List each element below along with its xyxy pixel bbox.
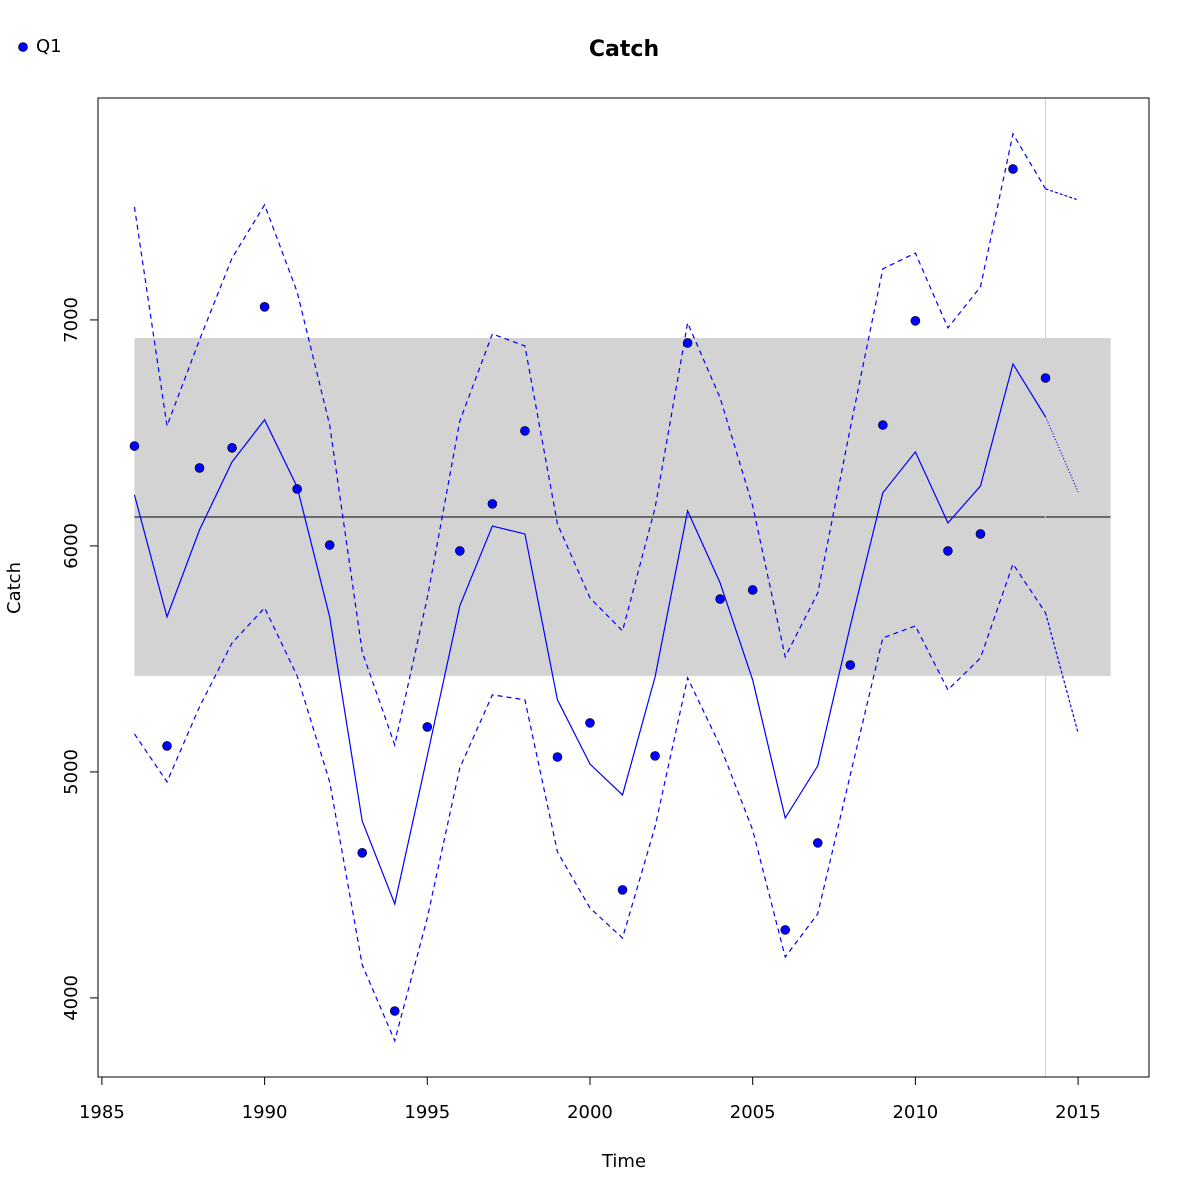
point xyxy=(357,848,368,858)
point xyxy=(682,338,693,348)
band xyxy=(134,338,1111,676)
x-axis-label: Time xyxy=(601,1151,646,1172)
point xyxy=(455,546,465,556)
point xyxy=(389,1006,400,1016)
point xyxy=(1040,373,1051,383)
x-tick-label: 2005 xyxy=(730,1102,776,1123)
point xyxy=(747,585,758,595)
point xyxy=(259,302,270,312)
point xyxy=(715,594,725,604)
point xyxy=(878,420,888,430)
point xyxy=(845,660,856,670)
point xyxy=(129,441,140,451)
point xyxy=(943,546,953,556)
dashed-line xyxy=(133,132,1047,748)
point xyxy=(422,722,433,732)
point xyxy=(324,540,335,550)
point xyxy=(780,925,791,935)
y-tick-label: 6000 xyxy=(61,523,82,569)
point xyxy=(812,838,823,848)
y-tick-label: 7000 xyxy=(61,297,82,343)
plot-box xyxy=(97,97,1150,1078)
dashed-forecast-line xyxy=(1045,188,1079,201)
point xyxy=(162,741,172,751)
point xyxy=(585,718,595,728)
legend-label: Q1 xyxy=(36,36,62,57)
point xyxy=(487,499,498,509)
x-tick-label: 1995 xyxy=(404,1102,450,1123)
x-tick-label: 1990 xyxy=(242,1102,288,1123)
y-axis-label: Catch xyxy=(4,562,25,614)
point xyxy=(552,752,563,762)
point xyxy=(617,885,628,895)
legend-marker xyxy=(18,42,28,52)
point xyxy=(194,463,205,473)
y-tick-label: 5000 xyxy=(61,749,82,795)
x-tick-label: 2015 xyxy=(1055,1102,1101,1123)
point xyxy=(910,316,921,326)
point xyxy=(1008,164,1018,174)
point xyxy=(227,443,237,453)
solid-line xyxy=(133,362,1047,906)
dashed-line xyxy=(133,562,1047,1043)
x-tick-label: 1985 xyxy=(79,1102,125,1123)
x-tick-label: 2010 xyxy=(892,1102,938,1123)
chart-title: Catch xyxy=(589,37,659,62)
y-tick-label: 4000 xyxy=(61,975,82,1021)
dashed-forecast-line xyxy=(1044,612,1079,733)
x-tick-label: 2000 xyxy=(567,1102,613,1123)
point xyxy=(650,751,660,761)
point xyxy=(975,529,986,539)
point xyxy=(520,426,530,436)
